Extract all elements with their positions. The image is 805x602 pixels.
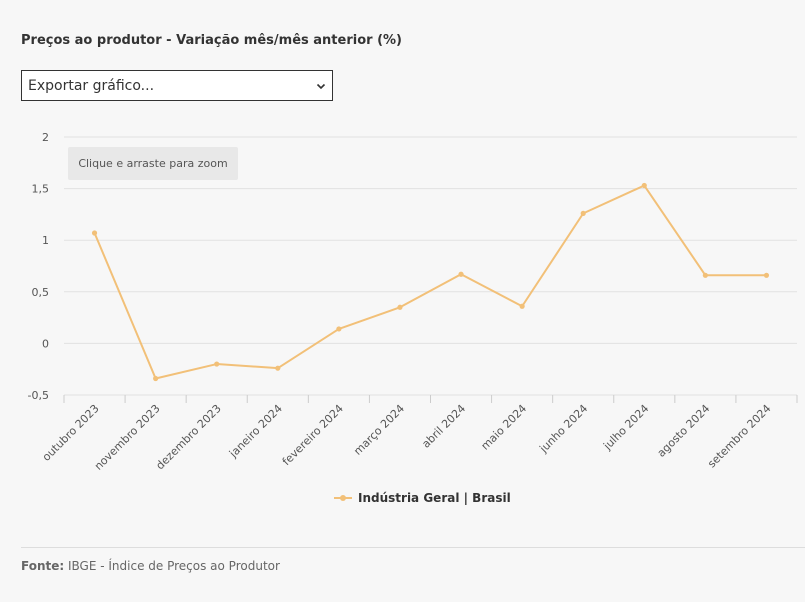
legend-series-marker	[334, 495, 352, 501]
y-tick-label: 1	[42, 234, 49, 247]
y-tick-label: 1,5	[32, 183, 50, 196]
y-tick-label: -0,5	[28, 389, 49, 402]
x-tick-label: junho 2024	[536, 402, 590, 456]
data-point	[458, 271, 464, 277]
x-tick-label: março 2024	[351, 402, 407, 458]
zoom-hint: Clique e arraste para zoom	[68, 147, 238, 180]
data-point	[763, 272, 770, 278]
data-point	[153, 375, 159, 382]
x-tick-label: outubro 2023	[40, 402, 102, 464]
x-tick-label: novembro 2023	[92, 402, 163, 473]
source-note: Fonte: IBGE - Índice de Preços ao Produt…	[21, 559, 280, 573]
data-point	[702, 272, 708, 278]
series-line	[93, 184, 768, 380]
x-tick-label: abril 2024	[419, 402, 468, 451]
export-select-value: Exportar gráfico...	[28, 77, 155, 94]
legend-series-label: Indústria Geral | Brasil	[358, 491, 511, 505]
data-point	[336, 326, 342, 332]
x-tick-label: maio 2024	[479, 402, 530, 453]
x-tick-label: janeiro 2024	[226, 402, 285, 461]
y-tick-label: 2	[42, 131, 49, 144]
x-tick-label: julho 2024	[600, 402, 651, 453]
source-text: IBGE - Índice de Preços ao Produtor	[64, 559, 280, 573]
y-tick-label: 0,5	[32, 286, 50, 299]
chart-title: Preços ao produtor - Variação mês/mês an…	[21, 33, 402, 48]
chart-legend[interactable]: Indústria Geral | Brasil	[334, 489, 511, 507]
data-point	[397, 304, 403, 310]
y-tick-label: 0	[42, 337, 49, 350]
data-point	[275, 365, 281, 371]
source-label: Fonte:	[21, 559, 65, 573]
data-point	[519, 303, 525, 309]
data-point	[214, 361, 220, 367]
export-chart-select[interactable]: Exportar gráfico...	[21, 70, 333, 101]
x-tick-label: setembro 2024	[705, 402, 773, 470]
x-tick-label: agosto 2024	[655, 402, 713, 460]
x-tick-label: dezembro 2023	[153, 402, 223, 472]
data-point	[91, 230, 98, 236]
chevron-down-icon	[316, 83, 326, 89]
data-point	[580, 210, 586, 216]
footer-divider	[21, 547, 805, 548]
x-tick-label: fevereiro 2024	[280, 402, 346, 468]
data-point	[641, 182, 647, 189]
